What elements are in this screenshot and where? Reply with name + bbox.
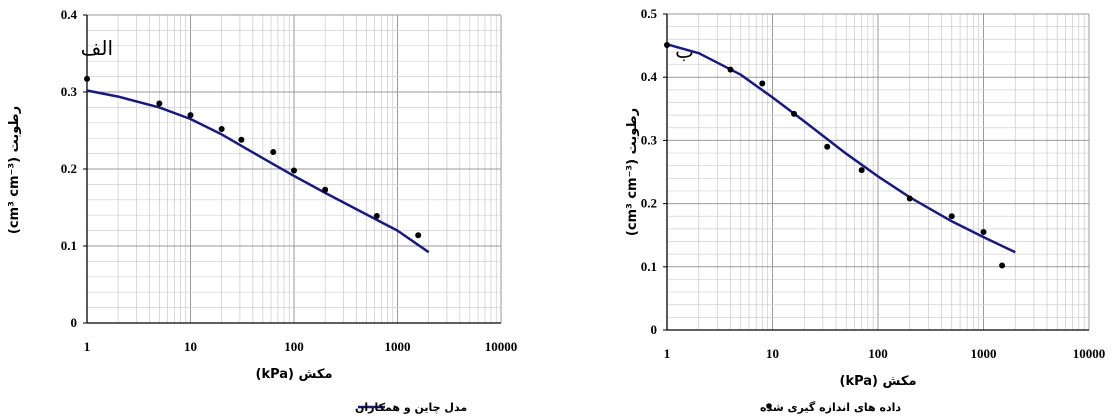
measured-point <box>415 232 422 239</box>
measured-point <box>906 195 913 202</box>
y-tick-label: 0.5 <box>641 6 658 21</box>
y-tick-label: 0.2 <box>61 161 77 176</box>
measured-point <box>858 167 865 174</box>
measured-point <box>270 149 277 156</box>
x-axis-label: مکش (kPa) <box>255 367 332 382</box>
x-tick-label: 10000 <box>1073 346 1106 361</box>
measured-point <box>322 186 329 193</box>
measured-point <box>664 41 670 48</box>
y-tick-label: 0.4 <box>61 7 78 22</box>
measured-point <box>791 110 798 117</box>
y-tick-label: 0 <box>71 315 78 330</box>
x-tick-label: 1 <box>664 346 671 361</box>
model-series-line <box>86 89 430 254</box>
x-tick-label: 10 <box>766 346 779 361</box>
model-series-line <box>666 43 1016 254</box>
measured-point <box>291 167 297 174</box>
y-tick-label: 0.2 <box>641 196 657 211</box>
measured-point <box>218 125 225 132</box>
x-tick-label: 10000 <box>485 339 518 354</box>
measured-point <box>948 213 955 220</box>
y-tick-label: 0.4 <box>641 69 658 84</box>
measured-point <box>373 212 380 219</box>
chart-a: 1 10 100 1000 10000 0 0.1 0.2 0.3 0.4 مکش (kPa) رطو… <box>7 7 517 382</box>
legend-points-label: داده های اندازه گیری شده <box>760 401 901 414</box>
x-tick-label: 1000 <box>385 339 411 354</box>
chart-b: 1 10 100 1000 10000 0 0.1 0.2 0.3 0.4 0.5 مکش (kPa)… <box>625 6 1105 389</box>
y-tick-label: 0.3 <box>61 84 78 99</box>
panel-label: ب <box>675 39 694 63</box>
legend-model-label: مدل چاین و همکاران <box>355 401 467 414</box>
measured-point <box>187 112 194 119</box>
x-tick-label: 100 <box>868 346 888 361</box>
y-tick-label: 0 <box>651 322 658 337</box>
measured-point <box>727 66 734 73</box>
y-axis-label: رطوبت (cm³ cm⁻³) <box>625 108 640 236</box>
x-tick-label: 1 <box>84 339 91 354</box>
x-tick-label: 10 <box>184 339 197 354</box>
x-tick-label: 1000 <box>971 346 997 361</box>
measured-point <box>84 75 90 82</box>
y-tick-label: 0.1 <box>641 259 657 274</box>
x-axis-label: مکش (kPa) <box>839 374 916 389</box>
legend-points-marker <box>766 403 772 409</box>
measured-point <box>156 100 163 107</box>
y-tick-label: 0.1 <box>61 238 77 253</box>
measured-point <box>999 262 1006 269</box>
y-axis-label: رطوبت (cm³ cm⁻³) <box>7 106 22 234</box>
measured-point <box>759 80 766 87</box>
measured-point <box>980 229 987 236</box>
measured-point <box>238 136 245 143</box>
measured-point <box>824 143 831 150</box>
x-tick-label: 100 <box>284 339 304 354</box>
panel-label: الف <box>81 36 113 60</box>
y-tick-label: 0.3 <box>641 132 658 147</box>
legend: مدل چاین و همکاران داده های اندازه گیری … <box>355 401 901 414</box>
